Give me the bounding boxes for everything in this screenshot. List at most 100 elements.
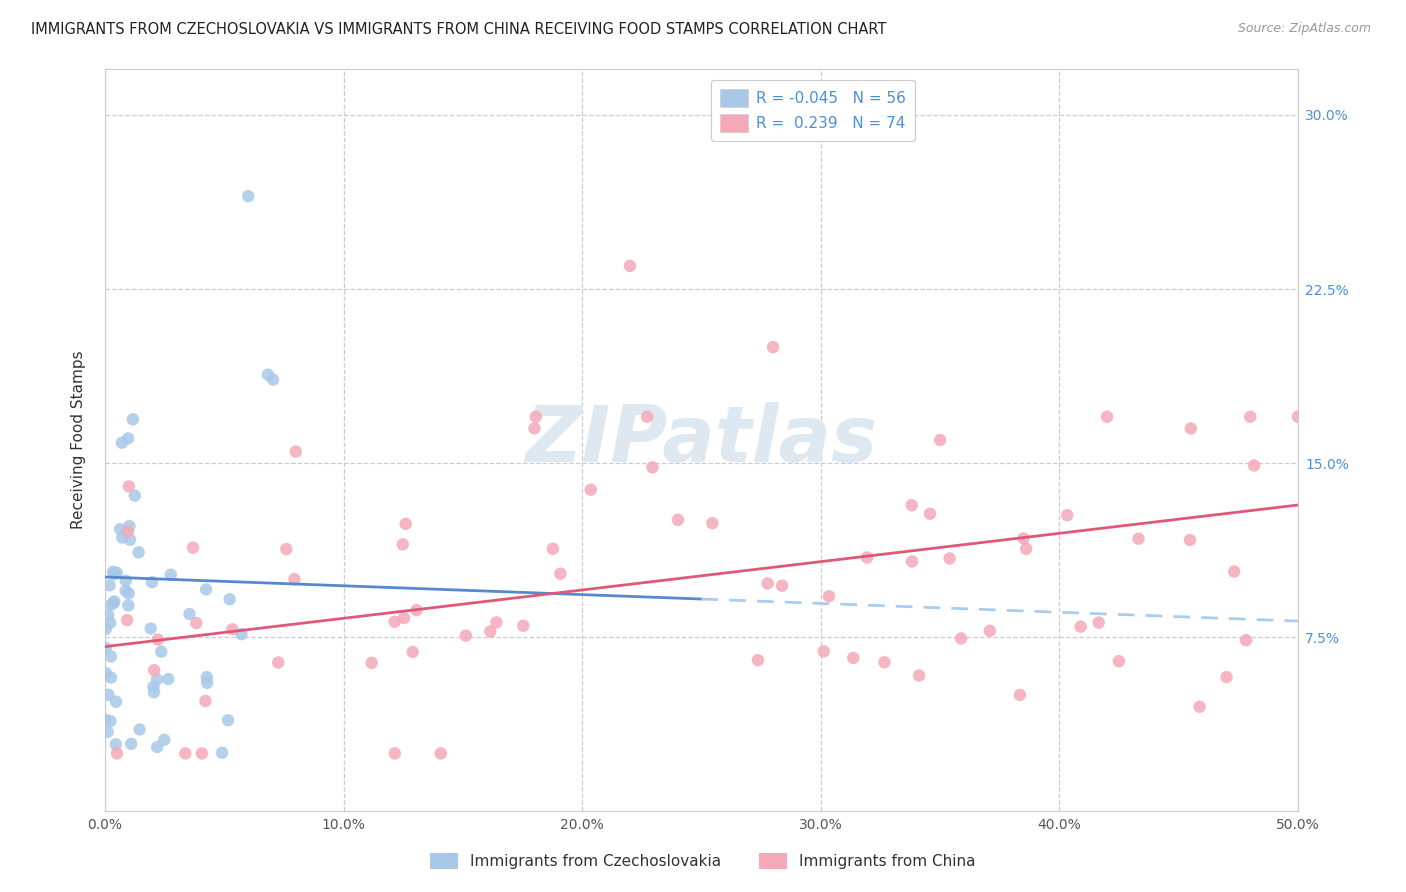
Point [1087, 615, 1109, 630]
Point [873, 655, 896, 669]
Point [238, 189, 260, 203]
Point [756, 576, 779, 591]
Point [818, 589, 841, 603]
Point [429, 747, 451, 761]
Point [1008, 688, 1031, 702]
Point [128, 545, 150, 559]
Point [856, 550, 879, 565]
Point [666, 513, 689, 527]
Point [908, 668, 931, 682]
Point [702, 516, 724, 531]
Point [1015, 541, 1038, 556]
Text: ZIPatlas: ZIPatlas [526, 402, 877, 478]
Point [267, 656, 290, 670]
Point [104, 737, 127, 751]
Point [159, 567, 181, 582]
Point [100, 671, 122, 685]
Point [117, 524, 139, 539]
Point [105, 566, 128, 580]
Point [284, 444, 307, 458]
Point [111, 435, 134, 450]
Point [120, 737, 142, 751]
Point [402, 645, 425, 659]
Point [101, 565, 124, 579]
Point [221, 623, 243, 637]
Point [1056, 508, 1078, 523]
Point [360, 656, 382, 670]
Point [384, 615, 406, 629]
Point [1215, 670, 1237, 684]
Point [523, 421, 546, 435]
Point [105, 695, 128, 709]
Point [211, 746, 233, 760]
Point [143, 685, 166, 699]
Point [117, 432, 139, 446]
Point [1095, 409, 1118, 424]
Point [283, 572, 305, 586]
Point [194, 694, 217, 708]
Point [218, 592, 240, 607]
Point [524, 409, 547, 424]
Point [405, 603, 427, 617]
Point [762, 340, 785, 354]
Point [1286, 409, 1309, 424]
Point [950, 632, 973, 646]
Point [541, 541, 564, 556]
Point [262, 373, 284, 387]
Point [929, 433, 952, 447]
Point [479, 624, 502, 639]
Point [392, 611, 415, 625]
Point [153, 732, 176, 747]
Point [901, 554, 924, 568]
Point [391, 537, 413, 551]
Point [1012, 532, 1035, 546]
Point [747, 653, 769, 667]
Point [550, 566, 572, 581]
Point [1180, 421, 1202, 435]
Point [97, 607, 120, 622]
Point [1188, 699, 1211, 714]
Point [191, 747, 214, 761]
Text: IMMIGRANTS FROM CZECHOSLOVAKIA VS IMMIGRANTS FROM CHINA RECEIVING FOOD STAMPS CO: IMMIGRANTS FROM CZECHOSLOVAKIA VS IMMIGR… [31, 22, 886, 37]
Point [122, 412, 145, 426]
Point [195, 582, 218, 597]
Point [97, 688, 120, 702]
Point [231, 627, 253, 641]
Point [118, 533, 141, 547]
Point [636, 409, 658, 424]
Point [619, 259, 641, 273]
Point [142, 680, 165, 694]
Point [579, 483, 602, 497]
Point [1070, 619, 1092, 633]
Point [276, 542, 298, 557]
Y-axis label: Receiving Food Stamps: Receiving Food Stamps [72, 351, 86, 529]
Point [94, 713, 117, 727]
Point [143, 663, 166, 677]
Point [395, 516, 418, 531]
Point [139, 622, 162, 636]
Point [918, 507, 941, 521]
Point [141, 575, 163, 590]
Point [157, 672, 180, 686]
Point [114, 574, 136, 588]
Point [1128, 532, 1150, 546]
Point [124, 489, 146, 503]
Point [1178, 533, 1201, 547]
Point [111, 531, 134, 545]
Point [1108, 654, 1130, 668]
Point [100, 598, 122, 612]
Point [117, 599, 139, 613]
Legend: R = -0.045   N = 56, R =  0.239   N = 74: R = -0.045 N = 56, R = 0.239 N = 74 [711, 80, 914, 141]
Point [117, 586, 139, 600]
Text: Source: ZipAtlas.com: Source: ZipAtlas.com [1237, 22, 1371, 36]
Point [103, 596, 125, 610]
Point [103, 567, 125, 582]
Point [195, 670, 218, 684]
Point [186, 616, 208, 631]
Point [146, 673, 169, 687]
Point [118, 479, 141, 493]
Point [181, 541, 204, 555]
Point [257, 368, 280, 382]
Point [96, 725, 118, 739]
Point [979, 624, 1001, 638]
